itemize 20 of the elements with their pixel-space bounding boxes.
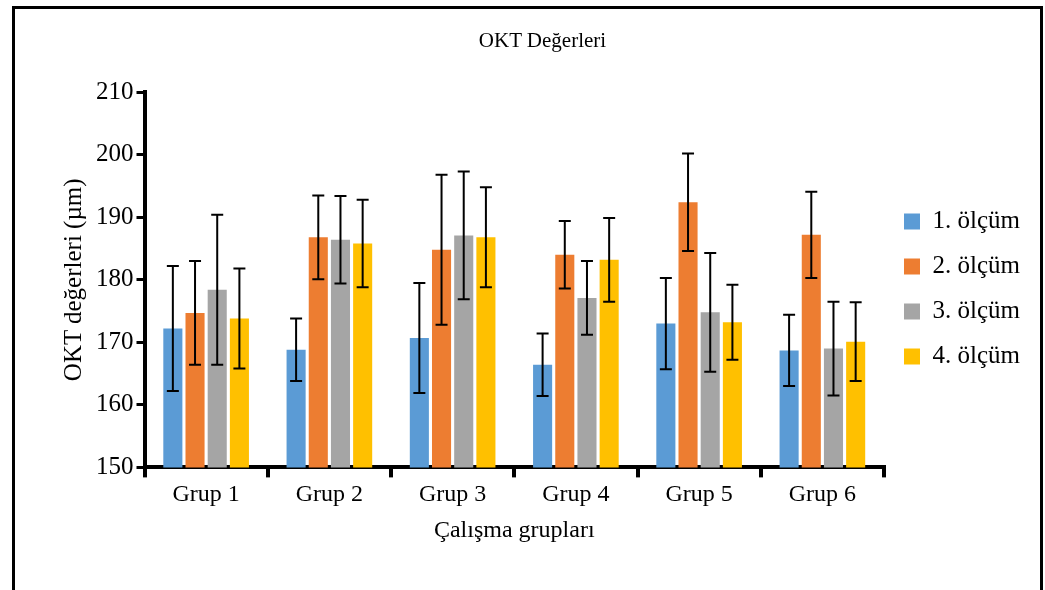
x-axis-title: Çalışma grupları <box>433 515 595 542</box>
x-tick-label: Grup 6 <box>788 480 857 507</box>
legend-label: 4. ölçüm <box>932 341 1021 369</box>
x-tick-label: Grup 5 <box>665 480 733 507</box>
legend-label: 3. ölçüm <box>932 296 1021 324</box>
x-tick-label: Grup 2 <box>295 480 364 507</box>
y-tick-label: 200 <box>96 139 134 167</box>
legend-label: 1. ölçüm <box>932 206 1021 234</box>
x-tick-label: Grup 3 <box>418 480 487 507</box>
y-tick-label: 160 <box>96 389 134 417</box>
x-tick-label: Grup 4 <box>542 480 610 507</box>
legend-label: 2. ölçüm <box>932 251 1021 279</box>
y-axis-title: OKT değerleri (µm) <box>58 178 87 382</box>
y-tick-label: 150 <box>96 451 134 479</box>
y-tick-label: 180 <box>96 264 134 292</box>
x-tick-label: Grup 1 <box>172 480 240 507</box>
chart-title: OKT Değerleri <box>478 28 607 53</box>
y-tick-label: 170 <box>96 326 134 354</box>
y-tick-label: 210 <box>96 76 134 104</box>
y-tick-label: 190 <box>96 201 134 229</box>
